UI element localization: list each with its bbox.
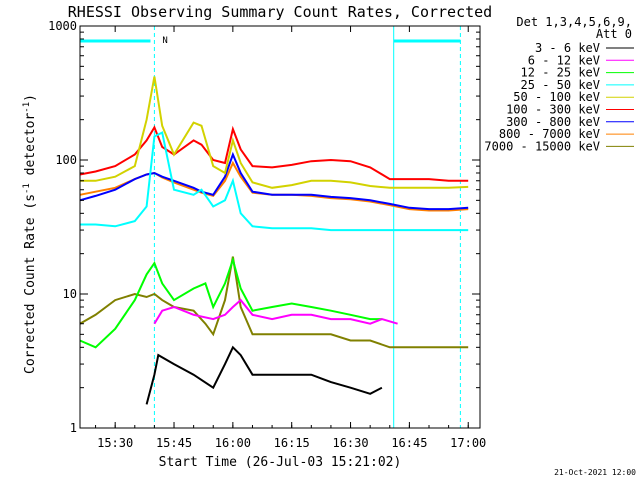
marker-label: N (162, 36, 167, 46)
y-axis: 1 10 100 1000 (48, 19, 480, 435)
legend-title: Det 1,3,4,5,6,9, (516, 15, 632, 29)
y-tick-label-2: 10 (63, 287, 77, 301)
legend-label-8: 800 - 7000 keV (499, 127, 600, 141)
series-line-1 (145, 345, 383, 405)
x-tick-label-4: 16:15 (274, 436, 310, 450)
plot-area: N (79, 26, 469, 428)
series-line-7 (79, 151, 469, 211)
y-axis-label-part1: Corrected Count Rate (s (23, 194, 38, 374)
legend-label-9: 7000 - 15000 keV (484, 139, 600, 153)
y-tick-label-4: 1000 (48, 19, 77, 33)
legend-label-3: 12 - 25 keV (521, 66, 600, 80)
y-tick-label-1: 1 (70, 421, 77, 435)
legend-label-6: 100 - 300 keV (506, 103, 600, 117)
x-axis-label: Start Time (26-Jul-03 15:21:02) (159, 455, 402, 470)
y-axis-label-part2: detector (23, 113, 38, 184)
x-axis: 15:30 15:45 16:00 16:15 16:30 16:45 17:00 (95, 26, 486, 450)
legend-label-4: 25 - 50 keV (521, 78, 600, 92)
legend-label-7: 300 - 800 keV (506, 115, 600, 129)
series-line-6 (79, 125, 469, 182)
x-tick-label-2: 15:45 (156, 436, 192, 450)
x-tick-label-1: 15:30 (97, 436, 133, 450)
legend-label-1: 3 - 6 keV (535, 41, 600, 55)
y-axis-label-sup1: -1 (22, 183, 32, 194)
y-axis-label-sup2: -1 (22, 102, 32, 113)
series-line-9 (79, 256, 469, 349)
legend-subtitle: Att 0 (596, 27, 632, 41)
chart-title: RHESSI Observing Summary Count Rates, Co… (68, 3, 492, 21)
x-tick-label-7: 17:00 (450, 436, 486, 450)
footer-date: 21-Oct-2021 12:00 (554, 468, 636, 477)
y-axis-label-part3: ) (23, 94, 38, 102)
legend-label-2: 6 - 12 keV (528, 53, 600, 67)
legend-label-5: 50 - 100 keV (513, 90, 600, 104)
series-line-4 (79, 131, 469, 232)
x-tick-label-6: 16:45 (391, 436, 427, 450)
series-line-3 (79, 256, 382, 349)
series-line-2 (153, 298, 398, 325)
x-tick-label-3: 16:00 (215, 436, 251, 450)
series-line-5 (79, 76, 469, 189)
x-tick-label-5: 16:30 (332, 436, 368, 450)
y-axis-label: Corrected Count Rate (s-1 detector-1) (22, 94, 38, 374)
plot-frame (79, 25, 481, 429)
y-tick-label-3: 100 (55, 153, 77, 167)
